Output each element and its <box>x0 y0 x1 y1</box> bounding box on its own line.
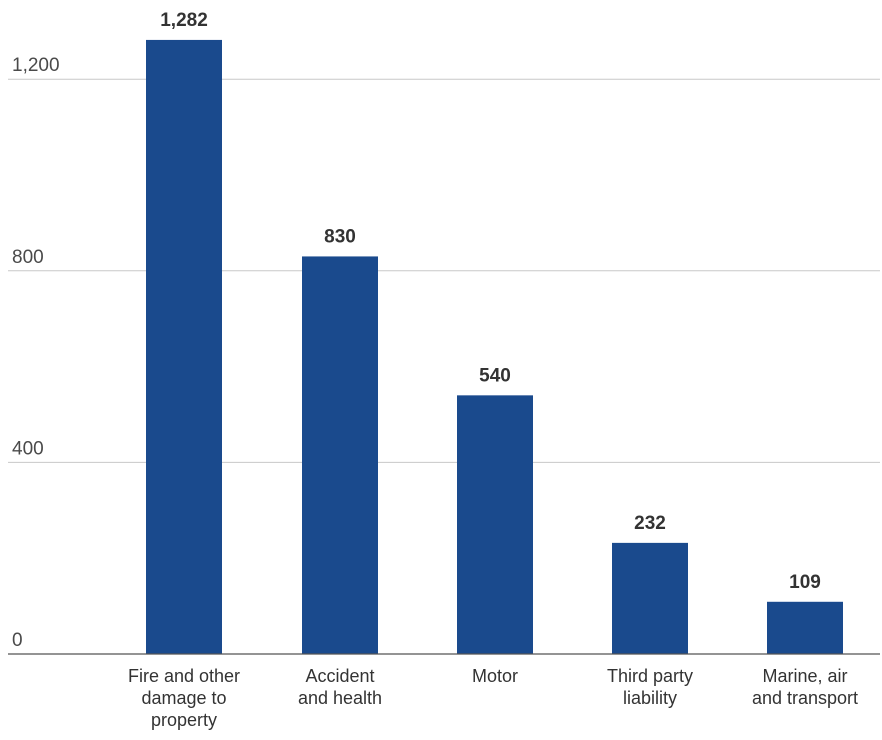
bar <box>612 542 688 654</box>
category-label: Fire and other <box>128 666 240 686</box>
category-label: Accident <box>305 666 374 686</box>
y-tick-label: 800 <box>12 247 44 268</box>
category-label: Marine, air <box>762 666 847 686</box>
category-label: Motor <box>472 666 518 686</box>
bar <box>146 39 222 655</box>
data-label: 1,282 <box>160 10 208 31</box>
category-label: damage to <box>141 688 226 708</box>
category-label: and transport <box>752 688 858 708</box>
y-tick-label: 400 <box>12 438 44 459</box>
gridlines <box>8 78 880 463</box>
category-label: Third party <box>607 666 693 686</box>
data-label: 109 <box>789 572 821 593</box>
data-label: 232 <box>634 513 666 534</box>
bars <box>146 39 843 655</box>
bar <box>457 395 533 654</box>
data-labels: 1,282 830 540 232 109 <box>160 10 821 593</box>
category-label: and health <box>298 688 382 708</box>
category-label: property <box>151 710 217 730</box>
y-tick-label: 0 <box>12 630 23 651</box>
bar <box>767 601 843 654</box>
y-tick-label: 1,200 <box>12 55 60 76</box>
y-axis-tick-labels: 0 400 800 1,200 <box>12 55 60 651</box>
data-label: 830 <box>324 226 356 247</box>
category-label: liability <box>623 688 677 708</box>
bar <box>302 256 378 654</box>
data-label: 540 <box>479 365 511 386</box>
